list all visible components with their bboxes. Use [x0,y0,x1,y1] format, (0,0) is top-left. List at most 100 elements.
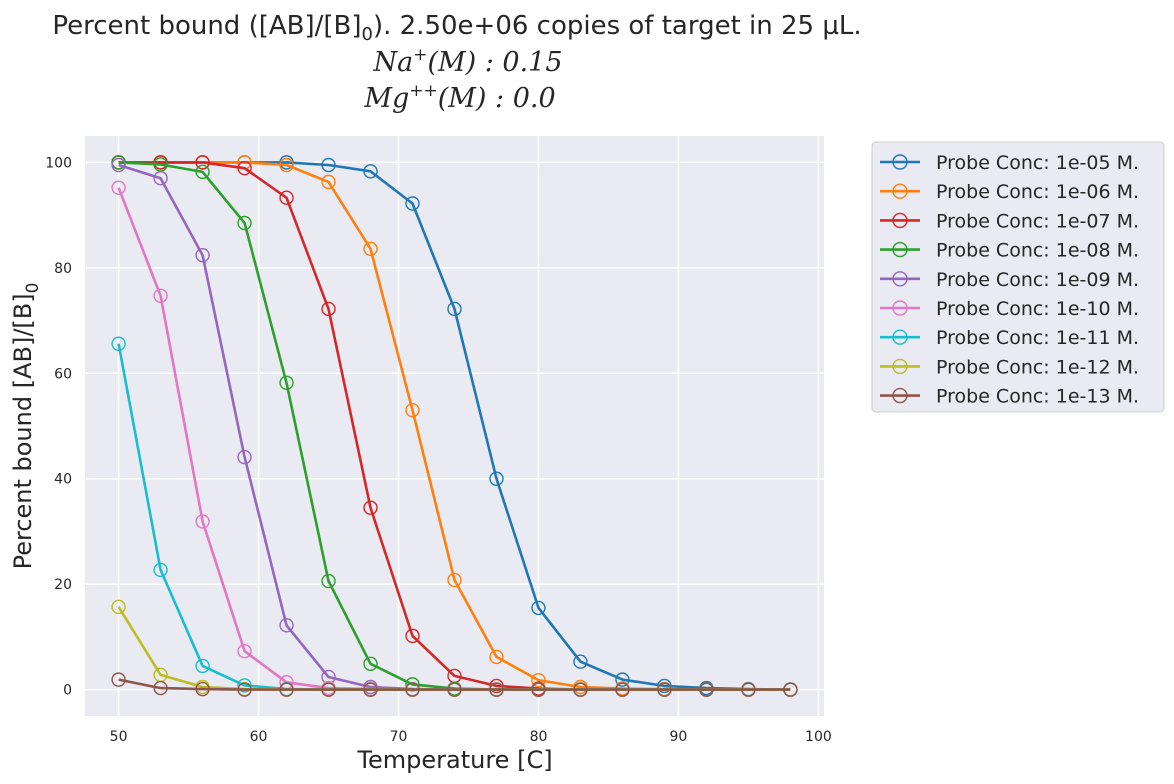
data-point [195,681,210,697]
data-point [279,375,294,390]
legend-label: Probe Conc: 1e-12 M. [936,356,1139,378]
data-point [531,600,546,616]
legend-label: Probe Conc: 1e-08 M. [936,240,1139,262]
data-point [657,682,672,697]
legend-item: Probe Conc: 1e-12 M. [880,356,1139,378]
legend-marker [892,358,908,375]
data-point [195,658,210,674]
data-point [111,180,126,195]
data-point [111,672,126,687]
legend-label: Probe Conc: 1e-09 M. [936,269,1139,291]
data-point [111,599,126,615]
data-point [321,301,336,317]
data-point [489,649,504,665]
data-point [237,160,252,176]
data-point [279,190,294,205]
data-point [153,562,168,578]
data-point [363,164,378,179]
y-tick-label: 80 [54,261,72,277]
legend-marker [892,183,908,199]
x-tick-label: 100 [805,729,832,745]
data-point [531,682,546,697]
legend: Probe Conc: 1e-05 M. Probe Conc: 1e-06 M.… [871,141,1165,413]
series-9 [111,672,798,697]
legend-label: Probe Conc: 1e-10 M. [936,298,1139,320]
legend-marker [892,329,908,345]
chart-title-line1: Percent bound ([AB]/[B]0). 2.50e+06 copi… [52,11,861,45]
data-point [111,336,126,351]
data-point [405,402,420,418]
legend-marker [892,212,908,229]
legend-item: Probe Conc: 1e-06 M. [880,181,1139,203]
legend-marker [892,154,908,170]
data-point [195,247,210,263]
data-point [321,157,336,173]
data-point [531,672,546,688]
data-point [237,449,252,465]
data-point [783,682,798,697]
data-point [279,618,294,633]
x-tick-label: 80 [530,729,548,745]
data-point [447,572,462,588]
legend-item: Probe Conc: 1e-09 M. [880,269,1139,291]
data-point [195,164,210,180]
data-point [489,471,504,486]
data-point [111,157,126,173]
legend-item: Probe Conc: 1e-05 M. [880,152,1139,174]
x-tick-label: 50 [110,729,128,745]
legend-marker [892,387,908,404]
plot-background [85,136,824,716]
legend-frame [871,141,1165,413]
data-point [405,628,420,644]
legend-item: Probe Conc: 1e-11 M. [880,327,1139,349]
data-point [615,672,630,687]
legend-marker [892,271,908,287]
legend-item: Probe Conc: 1e-13 M. [880,386,1139,408]
data-point [279,682,294,697]
x-tick-label: 70 [390,729,408,745]
data-point [489,678,504,694]
data-point [447,682,462,697]
legend-label: Probe Conc: 1e-07 M. [936,210,1139,232]
data-point [573,654,588,669]
legend-label: Probe Conc: 1e-05 M. [936,152,1139,174]
series-line [118,678,791,691]
data-point [657,678,672,694]
data-point [489,682,504,697]
data-point [195,155,210,170]
x-tick-labels: 50 60 70 80 90 100 [110,729,832,745]
legend-marker [892,300,908,316]
legend-item: Probe Conc: 1e-10 M. [880,298,1139,320]
data-point [699,682,714,697]
chart-title-line2: Na+(M) : 0.15 [372,45,562,78]
data-point [153,157,168,172]
y-tick-label: 100 [45,155,72,171]
x-axis-label: Temperature [C] [356,746,552,774]
legend-label: Probe Conc: 1e-06 M. [936,181,1139,203]
y-tick-label: 0 [63,683,72,699]
data-point [237,682,252,697]
legend-marker [892,241,908,258]
data-point [363,500,378,515]
legend-label: Probe Conc: 1e-11 M. [936,327,1139,349]
data-point [363,682,378,697]
data-point [153,170,168,186]
y-tick-label: 40 [54,472,72,488]
data-point [153,680,168,696]
data-point [405,196,420,211]
data-point [237,215,252,231]
data-point [447,301,462,317]
data-point [321,682,336,697]
y-tick-labels: 0 20 40 60 80 100 [45,155,72,698]
data-point [237,678,252,693]
data-point [321,573,336,589]
x-tick-label: 90 [670,729,688,745]
data-point [363,656,378,671]
legend-item: Probe Conc: 1e-07 M. [880,210,1139,232]
y-tick-label: 20 [54,577,72,593]
data-point [573,682,588,697]
y-axis-label: Percent bound [AB]/[B]0 [9,283,43,570]
data-point [615,682,630,697]
chart-title-line3: Mg++(M) : 0.0 [363,81,555,114]
